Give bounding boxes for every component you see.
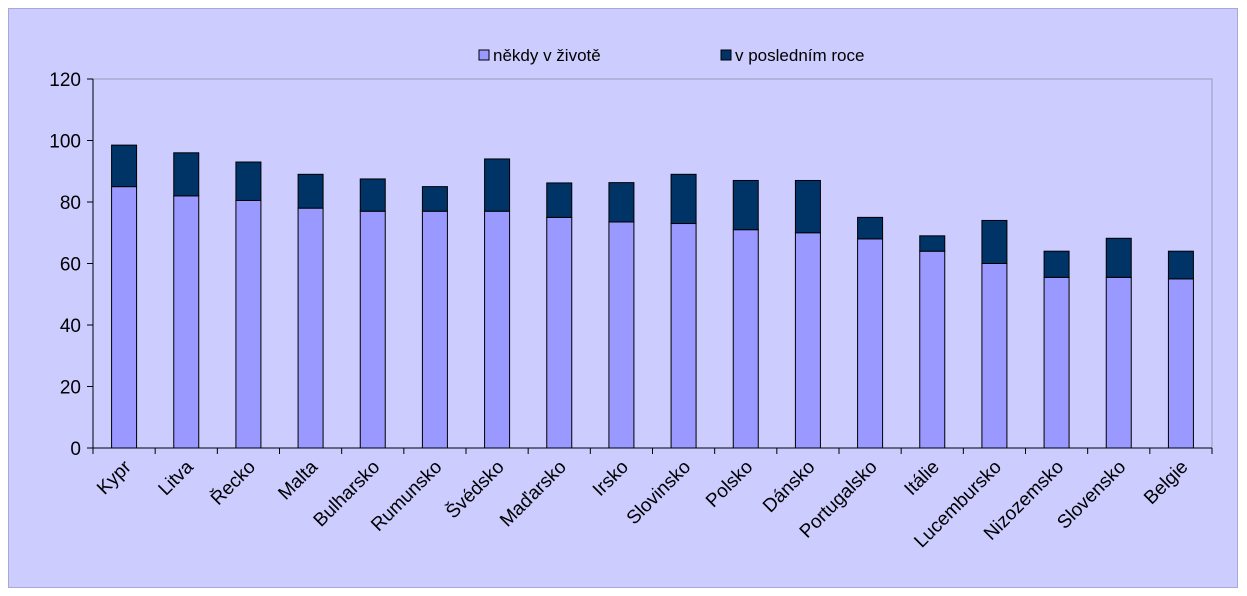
category-label: Dánsko xyxy=(759,457,819,517)
bar-2-series-1 xyxy=(235,161,262,201)
bar-2-series-0 xyxy=(235,199,262,449)
category-label: Polsko xyxy=(702,457,757,512)
legend-label-0: někdy v životě xyxy=(493,46,601,65)
category-label: Slovensko xyxy=(1053,457,1130,534)
category-label: Itálie xyxy=(901,457,944,500)
bar-14-series-0 xyxy=(981,263,1008,449)
y-tick-label: 80 xyxy=(60,193,81,214)
bar-11-series-1 xyxy=(794,179,821,234)
bar-11-series-0 xyxy=(794,232,821,449)
category-label: Belgie xyxy=(1140,457,1192,509)
bar-10-series-0 xyxy=(732,229,759,449)
bar-9-series-0 xyxy=(670,223,697,449)
chart-frame: někdy v životě v posledním roce 0 20 40 60 8… xyxy=(8,8,1238,588)
bar-9-series-1 xyxy=(670,173,697,225)
bar-15-series-0 xyxy=(1043,276,1070,449)
bar-16-series-1 xyxy=(1105,237,1132,278)
bar-7-series-0 xyxy=(546,216,573,449)
bar-14-series-1 xyxy=(981,219,1008,264)
y-tick-label: 60 xyxy=(60,255,81,276)
bar-17-series-1 xyxy=(1167,250,1194,280)
bar-3-series-0 xyxy=(297,207,324,449)
bar-13-series-0 xyxy=(919,250,946,449)
category-label: Malta xyxy=(274,456,322,504)
y-tick-label: 0 xyxy=(70,439,81,460)
bar-15-series-1 xyxy=(1043,250,1070,278)
bar-7-series-1 xyxy=(546,182,573,218)
category-label: Litva xyxy=(155,456,199,500)
bar-6-series-0 xyxy=(484,210,511,449)
bar-0-series-1 xyxy=(111,144,138,188)
category-label: Irsko xyxy=(589,457,633,501)
bar-4-series-1 xyxy=(359,178,386,212)
bar-6-series-1 xyxy=(484,158,511,212)
category-label: Slovinsko xyxy=(623,457,695,529)
legend: někdy v životě v posledním roce xyxy=(478,46,864,65)
bar-8-series-0 xyxy=(608,221,635,449)
y-tick-label: 40 xyxy=(60,316,81,337)
bar-5-series-1 xyxy=(421,186,448,212)
bar-4-series-0 xyxy=(359,210,386,449)
bar-5-series-0 xyxy=(421,210,448,449)
category-label: Maďarsko xyxy=(496,457,571,532)
bars xyxy=(111,144,1194,449)
bar-1-series-1 xyxy=(173,152,200,197)
axes xyxy=(87,78,1213,454)
bar-3-series-1 xyxy=(297,173,324,209)
bar-1-series-0 xyxy=(173,195,200,449)
bar-10-series-1 xyxy=(732,179,759,231)
legend-swatch-0 xyxy=(478,49,490,61)
bar-8-series-1 xyxy=(608,182,635,223)
y-tick-label: 120 xyxy=(49,70,81,91)
bar-17-series-0 xyxy=(1167,278,1194,449)
y-tick-label: 20 xyxy=(60,378,81,399)
bar-12-series-0 xyxy=(857,238,884,449)
chart-svg: někdy v životě v posledním roce 0 20 40 60 8… xyxy=(49,46,1213,552)
bar-12-series-1 xyxy=(857,216,884,240)
legend-label-1: v posledním roce xyxy=(735,46,864,65)
bar-16-series-0 xyxy=(1105,276,1132,449)
bar-0-series-0 xyxy=(111,186,138,449)
category-label: Kypr xyxy=(93,456,136,499)
y-tick-label: 100 xyxy=(49,132,81,153)
legend-swatch-1 xyxy=(720,49,732,61)
bar-13-series-1 xyxy=(919,235,946,252)
category-label: Řecko xyxy=(206,456,260,510)
